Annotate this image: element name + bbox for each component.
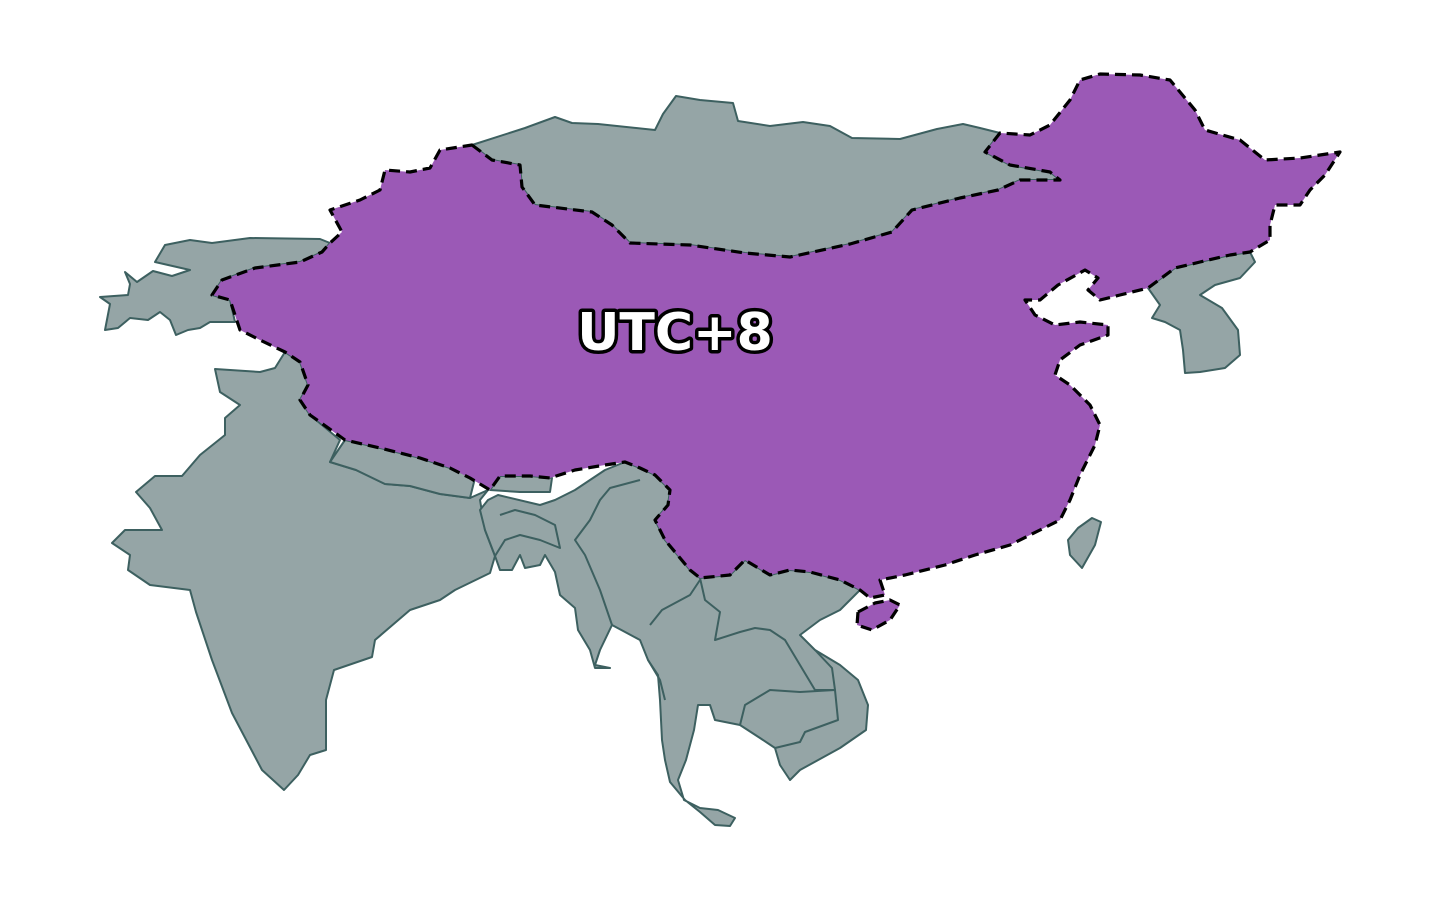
region-border-myanmar bbox=[574, 479, 666, 701]
timezone-label: UTC+8 bbox=[577, 303, 773, 363]
region-border-bangladesh bbox=[494, 509, 561, 557]
region-southeast-asia bbox=[479, 461, 869, 827]
region-hainan-highlight[interactable] bbox=[855, 598, 902, 632]
region-taiwan bbox=[1067, 517, 1102, 569]
region-border-thailand bbox=[649, 579, 839, 749]
region-china-highlight[interactable] bbox=[210, 72, 1342, 600]
